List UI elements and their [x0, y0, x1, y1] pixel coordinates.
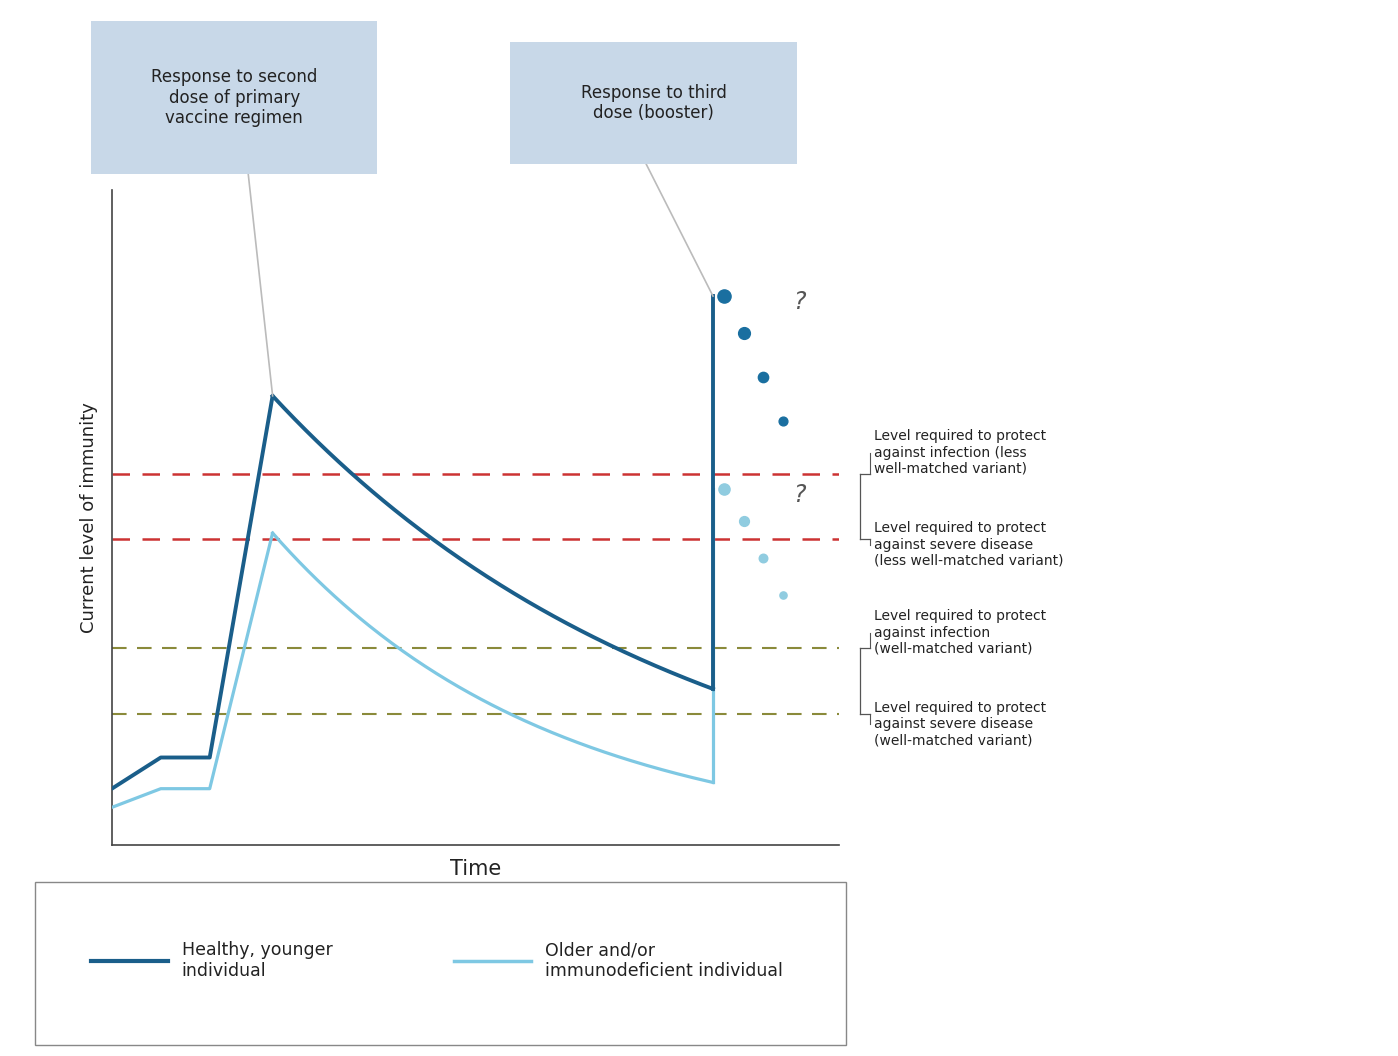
Point	[772, 412, 794, 429]
Text: Response to second
dose of primary
vaccine regimen: Response to second dose of primary vacci…	[151, 68, 317, 128]
Point	[713, 480, 735, 497]
X-axis label: Time: Time	[450, 859, 500, 879]
Point	[772, 587, 794, 604]
Point	[752, 549, 774, 566]
Text: Level required to protect
against infection
(well-matched variant): Level required to protect against infect…	[874, 609, 1046, 656]
Text: Level required to protect
against severe disease
(less well-matched variant): Level required to protect against severe…	[874, 522, 1064, 568]
Point	[733, 512, 755, 529]
Text: Level required to protect
against infection (less
well-matched variant): Level required to protect against infect…	[874, 430, 1046, 476]
Y-axis label: Current level of immunity: Current level of immunity	[80, 402, 98, 633]
Point	[752, 369, 774, 385]
Text: Older and/or
immunodeficient individual: Older and/or immunodeficient individual	[545, 941, 783, 980]
Text: ?: ?	[793, 483, 805, 507]
Text: ?: ?	[793, 289, 805, 314]
Text: Healthy, younger
individual: Healthy, younger individual	[182, 941, 333, 980]
Point	[713, 287, 735, 304]
Text: Level required to protect
against severe disease
(well-matched variant): Level required to protect against severe…	[874, 701, 1046, 748]
Text: Response to third
dose (booster): Response to third dose (booster)	[580, 83, 727, 122]
Point	[733, 325, 755, 342]
